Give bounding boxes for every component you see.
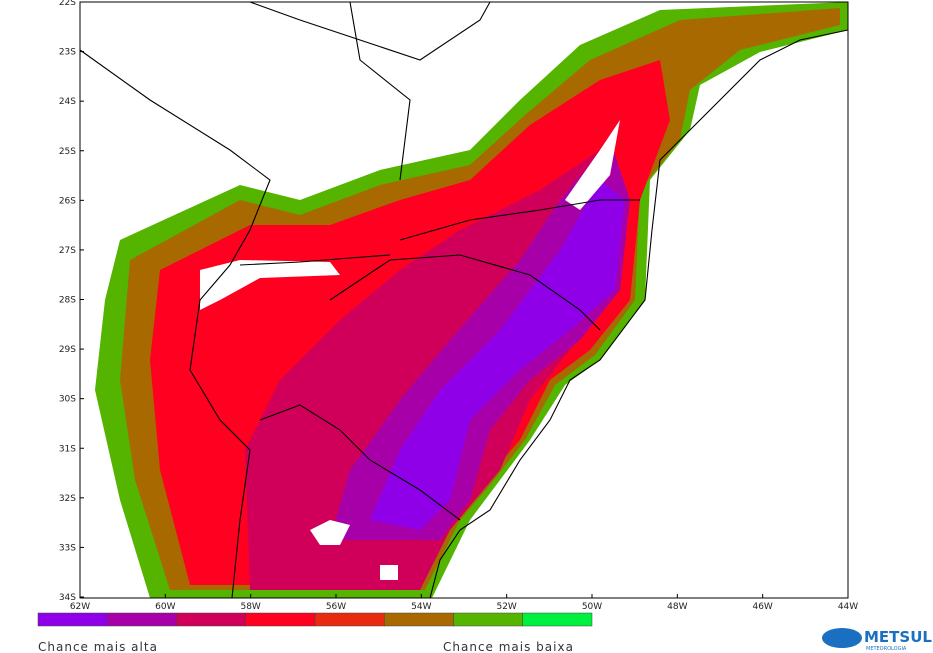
lat-label: 22S bbox=[59, 0, 76, 8]
logo-name: METSUL bbox=[864, 628, 932, 646]
lon-label: 58W bbox=[240, 602, 260, 612]
lat-label: 29S bbox=[59, 345, 76, 355]
lat-label: 27S bbox=[59, 246, 76, 256]
legend-swatch bbox=[453, 612, 523, 627]
lat-label: 32S bbox=[59, 494, 76, 504]
legend-swatch bbox=[176, 612, 246, 627]
logo-subtitle: METEOROLOGIA bbox=[866, 646, 907, 652]
lat-label: 30S bbox=[59, 395, 76, 405]
lon-label: 54W bbox=[411, 602, 431, 612]
lon-label: 56W bbox=[326, 602, 346, 612]
legend-low-label: Chance mais baixa bbox=[443, 640, 574, 653]
lat-label: 33S bbox=[59, 543, 76, 553]
lon-label: 44W bbox=[838, 602, 858, 612]
logo: METSUL METEOROLOGIA bbox=[822, 628, 932, 652]
legend-swatch bbox=[37, 612, 108, 627]
lat-label: 24S bbox=[59, 97, 76, 107]
lat-label: 34S bbox=[59, 593, 76, 603]
borders bbox=[79, 1, 849, 599]
lat-label: 28S bbox=[59, 296, 76, 306]
lat-label: 23S bbox=[59, 48, 76, 58]
lon-label: 52W bbox=[496, 602, 516, 612]
legend-high-label: Chance mais alta bbox=[38, 640, 158, 653]
lon-label: 60W bbox=[155, 602, 175, 612]
legend-swatch bbox=[384, 612, 454, 627]
legend-swatch bbox=[107, 612, 177, 627]
lat-label: 26S bbox=[59, 196, 76, 206]
legend-swatch bbox=[245, 612, 316, 627]
field bbox=[95, 2, 848, 598]
lat-label: 25S bbox=[59, 147, 76, 157]
lon-label: 48W bbox=[667, 602, 687, 612]
legend-swatch bbox=[314, 612, 385, 627]
lon-label: 46W bbox=[752, 602, 772, 612]
lon-label: 62W bbox=[70, 602, 90, 612]
legend-swatch bbox=[522, 612, 593, 627]
lat-label: 31S bbox=[59, 444, 76, 454]
lon-label: 50W bbox=[582, 602, 602, 612]
